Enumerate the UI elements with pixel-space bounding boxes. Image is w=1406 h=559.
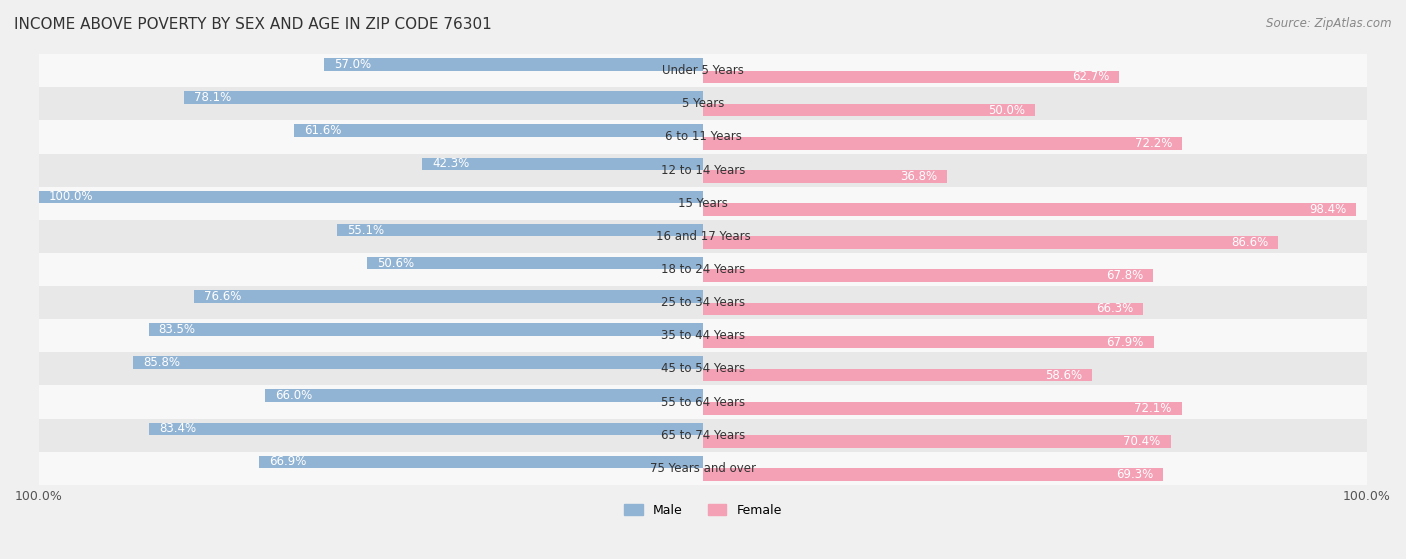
Text: Source: ZipAtlas.com: Source: ZipAtlas.com <box>1267 17 1392 30</box>
Text: Under 5 Years: Under 5 Years <box>662 64 744 77</box>
Bar <box>39 120 1367 154</box>
Bar <box>39 87 1367 120</box>
Text: 72.2%: 72.2% <box>1135 137 1173 150</box>
Bar <box>194 290 703 302</box>
Text: 69.3%: 69.3% <box>1116 468 1153 481</box>
Text: 18 to 24 Years: 18 to 24 Years <box>661 263 745 276</box>
Bar <box>337 224 703 236</box>
Text: 45 to 54 Years: 45 to 54 Years <box>661 362 745 376</box>
Bar <box>39 352 1367 386</box>
Text: 78.1%: 78.1% <box>194 91 232 104</box>
Bar <box>39 419 1367 452</box>
Bar <box>703 269 1153 282</box>
Bar <box>39 154 1367 187</box>
Text: 70.4%: 70.4% <box>1123 435 1160 448</box>
Bar <box>39 286 1367 319</box>
Bar <box>39 386 1367 419</box>
Text: 98.4%: 98.4% <box>1309 203 1347 216</box>
Text: 16 and 17 Years: 16 and 17 Years <box>655 230 751 243</box>
Text: 66.0%: 66.0% <box>274 389 312 402</box>
Text: 62.7%: 62.7% <box>1071 70 1109 83</box>
Text: 65 to 74 Years: 65 to 74 Years <box>661 429 745 442</box>
Text: 12 to 14 Years: 12 to 14 Years <box>661 164 745 177</box>
Bar <box>367 257 703 269</box>
Text: 66.9%: 66.9% <box>269 456 307 468</box>
Text: INCOME ABOVE POVERTY BY SEX AND AGE IN ZIP CODE 76301: INCOME ABOVE POVERTY BY SEX AND AGE IN Z… <box>14 17 492 32</box>
Bar <box>39 319 1367 352</box>
Bar <box>703 104 1035 116</box>
Text: 67.9%: 67.9% <box>1107 335 1144 349</box>
Text: 42.3%: 42.3% <box>432 157 470 170</box>
Bar <box>149 323 703 336</box>
Bar <box>325 58 703 70</box>
Bar <box>703 137 1182 150</box>
Bar <box>703 468 1163 481</box>
Text: 35 to 44 Years: 35 to 44 Years <box>661 329 745 342</box>
Bar <box>703 336 1154 348</box>
Text: 66.3%: 66.3% <box>1097 302 1133 315</box>
Text: 61.6%: 61.6% <box>304 124 342 137</box>
Bar <box>39 54 1367 87</box>
Text: 76.6%: 76.6% <box>204 290 242 303</box>
Text: 83.4%: 83.4% <box>159 423 197 435</box>
Text: 50.0%: 50.0% <box>988 103 1025 117</box>
Text: 15 Years: 15 Years <box>678 197 728 210</box>
Text: 85.8%: 85.8% <box>143 356 180 369</box>
Bar <box>703 402 1182 415</box>
Text: 25 to 34 Years: 25 to 34 Years <box>661 296 745 309</box>
Bar <box>703 302 1143 315</box>
Bar <box>703 369 1092 381</box>
Text: 57.0%: 57.0% <box>335 58 371 71</box>
Bar <box>39 191 703 203</box>
Bar <box>703 236 1278 249</box>
Text: 6 to 11 Years: 6 to 11 Years <box>665 130 741 144</box>
Text: 55 to 64 Years: 55 to 64 Years <box>661 396 745 409</box>
Bar <box>39 220 1367 253</box>
Text: 72.1%: 72.1% <box>1135 402 1171 415</box>
Bar <box>259 456 703 468</box>
Bar <box>39 452 1367 485</box>
Bar <box>703 203 1357 216</box>
Bar <box>703 70 1119 83</box>
Bar <box>294 124 703 137</box>
Legend: Male, Female: Male, Female <box>619 499 787 522</box>
Bar <box>39 187 1367 220</box>
Text: 86.6%: 86.6% <box>1230 236 1268 249</box>
Bar <box>134 356 703 369</box>
Text: 83.5%: 83.5% <box>159 323 195 336</box>
Bar <box>184 91 703 104</box>
Bar <box>703 170 948 183</box>
Bar <box>703 435 1171 448</box>
Text: 100.0%: 100.0% <box>49 191 93 203</box>
Text: 50.6%: 50.6% <box>377 257 415 269</box>
Text: 36.8%: 36.8% <box>900 170 938 183</box>
Bar <box>422 158 703 170</box>
Text: 67.8%: 67.8% <box>1107 269 1143 282</box>
Text: 5 Years: 5 Years <box>682 97 724 110</box>
Text: 75 Years and over: 75 Years and over <box>650 462 756 475</box>
Text: 55.1%: 55.1% <box>347 224 384 236</box>
Text: 58.6%: 58.6% <box>1045 369 1083 382</box>
Bar <box>149 423 703 435</box>
Bar <box>264 390 703 402</box>
Bar <box>39 253 1367 286</box>
